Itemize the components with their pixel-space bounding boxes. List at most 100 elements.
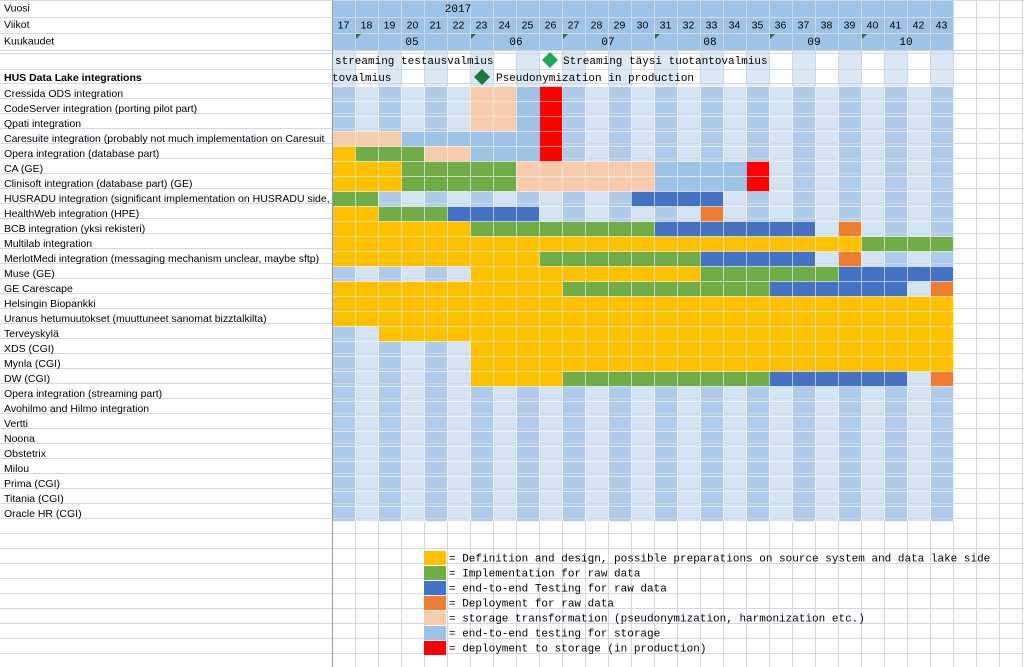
gantt-bar — [332, 146, 355, 162]
gantt-bar — [516, 86, 539, 102]
row-label: Titania (CGI) — [4, 493, 64, 505]
gantt-bar — [746, 176, 769, 192]
legend-label: = storage transformation (pseudonymizati… — [449, 613, 865, 625]
legend-label: = Implementation for raw data — [449, 568, 641, 580]
milestone-col — [401, 50, 424, 86]
milestone-diamond — [542, 52, 558, 68]
row-label: Cressida ODS integration — [4, 88, 123, 100]
month-marker — [770, 34, 775, 39]
row-label: Helsingin Biopankki — [4, 298, 96, 310]
week-label: 28 — [591, 19, 603, 31]
milestone-col — [493, 50, 516, 86]
gantt-bar — [654, 221, 815, 237]
gantt-bar — [470, 356, 953, 372]
gantt-bar — [539, 146, 562, 162]
row-label: Opera integration (streaming part) — [4, 388, 162, 400]
legend-swatch — [424, 641, 446, 655]
row-label: Caresuite integration (probably not much… — [4, 133, 325, 145]
milestone-col — [378, 50, 401, 86]
row-label: Qpati integration — [4, 118, 81, 130]
milestone-col — [585, 50, 608, 86]
row-label: DW (CGI) — [4, 373, 50, 385]
gantt-bar — [332, 236, 861, 252]
month-label: 10 — [899, 37, 912, 49]
milestone-col — [884, 50, 907, 86]
row-label: Mynla (CGI) — [4, 358, 61, 370]
milestone-col — [654, 50, 677, 86]
row-label: Obstetrix — [4, 448, 47, 460]
row-label: Multilab integration — [4, 238, 92, 250]
legend-label: = end-to-end Testing for raw data — [449, 583, 667, 595]
week-label: 18 — [361, 19, 373, 31]
gantt-bar — [700, 206, 723, 222]
milestone-col — [424, 50, 447, 86]
week-label: 29 — [614, 19, 626, 31]
gantt-bar — [378, 326, 953, 342]
row-label: GE Carescape — [4, 283, 73, 295]
milestone-text: streaming testausvalmius — [335, 56, 493, 68]
row-label: CA (GE) — [4, 163, 43, 175]
week-label: 17 — [338, 19, 350, 31]
week-label: 35 — [752, 19, 764, 31]
month-label: 05 — [405, 37, 418, 49]
gantt-bar — [470, 341, 953, 357]
row-label: BCB integration (yksi rekisteri) — [4, 223, 145, 235]
month-marker — [563, 34, 568, 39]
gantt-bar — [378, 206, 447, 222]
gantt-bar — [838, 266, 953, 282]
legend-swatch — [424, 596, 446, 610]
gantt-bar — [930, 281, 953, 297]
row-label: HUSRADU integration (significant impleme… — [4, 193, 330, 205]
milestone-text: Streaming täysi tuotantovalmius — [563, 56, 768, 68]
gantt-bar — [355, 146, 424, 162]
header-band — [332, 0, 953, 50]
row-label: Vertti — [4, 418, 28, 430]
milestone-col — [723, 50, 746, 86]
week-label: 33 — [706, 19, 718, 31]
week-label: 30 — [637, 19, 649, 31]
row-label: Prima (CGI) — [4, 478, 60, 490]
month-label: 06 — [509, 37, 522, 49]
milestone-col — [746, 50, 769, 86]
gantt-bar — [401, 176, 516, 192]
gantt-bar — [562, 371, 769, 387]
week-label: 38 — [821, 19, 833, 31]
week-label: 43 — [936, 19, 948, 31]
month-marker — [655, 34, 660, 39]
row-label: CodeServer integration (porting pilot pa… — [4, 103, 197, 115]
week-label: 42 — [913, 19, 925, 31]
week-label: 36 — [775, 19, 787, 31]
week-label: 24 — [499, 19, 511, 31]
milestone-col — [930, 50, 953, 86]
milestone-col — [562, 50, 585, 86]
milestone-col — [355, 50, 378, 86]
legend-swatch — [424, 611, 446, 625]
milestone-col — [700, 50, 723, 86]
month-marker — [862, 34, 867, 39]
gantt-bar — [700, 251, 815, 267]
row-label: XDS (CGI) — [4, 343, 54, 355]
week-label: 37 — [798, 19, 810, 31]
week-label: 22 — [453, 19, 465, 31]
gantt-bar — [401, 161, 516, 177]
row-label: Avohilmo and Hilmo integration — [4, 403, 149, 415]
week-label: 23 — [476, 19, 488, 31]
row-label: Noona — [4, 433, 35, 445]
gantt-bar — [332, 311, 953, 327]
legend-swatch — [424, 551, 446, 565]
week-label: 20 — [407, 19, 419, 31]
gantt-bar — [746, 161, 769, 177]
week-label: 41 — [890, 19, 902, 31]
legend-label: = Deployment for raw data — [449, 598, 614, 610]
gantt-bar — [539, 101, 562, 117]
milestone-col — [815, 50, 838, 86]
milestone-col — [769, 50, 792, 86]
row-label: Terveyskylä — [4, 328, 59, 340]
milestone-col — [447, 50, 470, 86]
week-label: 27 — [568, 19, 580, 31]
legend-swatch — [424, 566, 446, 580]
month-marker — [471, 34, 476, 39]
gantt-bar — [516, 101, 539, 117]
gantt-bar — [838, 221, 861, 237]
milestone-diamond — [474, 69, 490, 85]
